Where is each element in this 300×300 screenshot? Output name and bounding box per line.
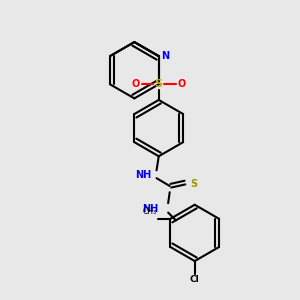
Text: CH₃: CH₃ <box>142 207 156 216</box>
Text: O: O <box>132 79 140 89</box>
Text: N: N <box>161 51 170 61</box>
Text: O: O <box>178 79 186 89</box>
Text: NH: NH <box>142 204 159 214</box>
Text: S: S <box>190 179 197 189</box>
Text: NH: NH <box>135 170 151 180</box>
Text: S: S <box>155 79 163 89</box>
Text: Cl: Cl <box>190 275 200 284</box>
